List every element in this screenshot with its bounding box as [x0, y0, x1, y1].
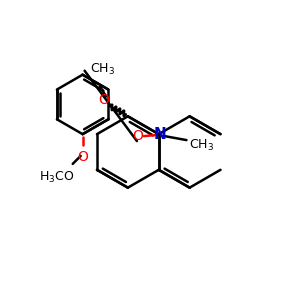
Text: H$_3$CO: H$_3$CO: [39, 170, 74, 185]
Text: CH$_3$: CH$_3$: [89, 61, 115, 77]
Text: N: N: [153, 127, 166, 142]
Text: O: O: [133, 129, 143, 143]
Text: CH$_3$: CH$_3$: [190, 137, 214, 153]
Text: O: O: [99, 94, 110, 107]
Text: O: O: [77, 150, 88, 164]
